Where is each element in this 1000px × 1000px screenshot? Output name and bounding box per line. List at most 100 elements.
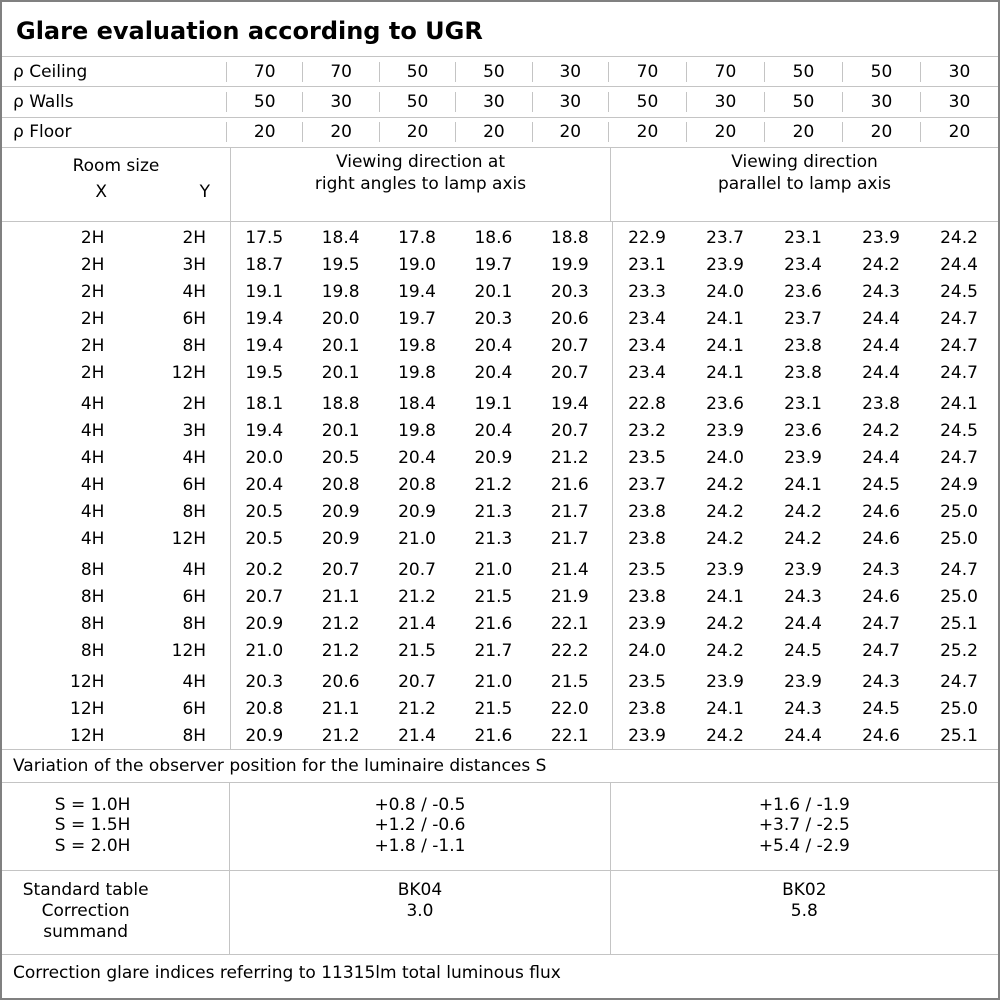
- room-y-value: 8H: [182, 336, 207, 357]
- room-y-value: 8H: [182, 502, 207, 523]
- variation-parallel-value: +1.6 / -1.9: [758, 794, 850, 815]
- ugr-value: 21.0: [474, 560, 513, 581]
- x-column-label: X: [95, 181, 107, 202]
- ugr-block-rows: 12H 4H 20.3 20.6 20.7 21.0 21.5 23.5 23.9 23.9 2…: [2, 669, 998, 749]
- ugr-row: 2H 3H 18.7 19.5 19.0 19.7 19.9 23.1 23.9 23.4 24…: [2, 252, 998, 279]
- reflectance-value: 50: [226, 91, 302, 112]
- ugr-value: 22.1: [550, 726, 589, 747]
- ugr-value: 20.1: [321, 336, 360, 357]
- ugr-value: 23.5: [628, 672, 666, 693]
- ugr-value: 24.7: [862, 614, 900, 635]
- standard-table-label: Standard table: [22, 879, 149, 900]
- reflectance-value: 30: [455, 91, 531, 112]
- ugr-value: 20.9: [321, 529, 360, 550]
- ugr-value: 19.9: [550, 255, 589, 276]
- room-size-label: Room size: [72, 155, 160, 176]
- room-y-value: 4H: [182, 672, 207, 693]
- ugr-value: 24.7: [940, 672, 978, 693]
- reflectance-value: 50: [842, 61, 920, 82]
- ugr-value: 19.4: [245, 421, 284, 442]
- ugr-value: 23.5: [628, 560, 666, 581]
- room-y-value: 8H: [182, 614, 207, 635]
- ugr-value: 19.8: [321, 282, 360, 303]
- ugr-value: 24.0: [628, 641, 666, 662]
- ugr-value: 17.5: [245, 228, 284, 249]
- room-y-value: 12H: [171, 363, 207, 384]
- room-x-value: 2H: [80, 255, 105, 276]
- ugr-row: 4H 8H 20.5 20.9 20.9 21.3 21.7 23.8 24.2 24.2 24…: [2, 499, 998, 526]
- ugr-value: 23.1: [784, 228, 822, 249]
- ugr-row: 2H 6H 19.4 20.0 19.7 20.3 20.6 23.4 24.1 23.7 24…: [2, 306, 998, 333]
- reflectance-value: 50: [378, 91, 455, 112]
- ugr-value: 23.9: [706, 560, 744, 581]
- ugr-row-values: 20.8 21.1 21.2 21.5 22.0 23.8 24.1 24.3 24.5 25.0: [226, 699, 998, 719]
- room-y-value: 3H: [182, 421, 207, 442]
- ugr-value: 20.4: [398, 448, 436, 469]
- ugr-value: 24.2: [862, 421, 900, 442]
- ugr-value: 20.5: [321, 448, 360, 469]
- ugr-value: 20.2: [245, 560, 284, 581]
- ugr-value: 24.0: [706, 282, 744, 303]
- ugr-value: 22.1: [550, 614, 589, 635]
- ugr-value: 22.2: [550, 641, 589, 662]
- room-y-value: 2H: [182, 228, 207, 249]
- ugr-row-values: 20.3 20.6 20.7 21.0 21.5 23.5 23.9 23.9 24.3 24.7: [226, 672, 998, 692]
- ugr-value: 19.1: [245, 282, 284, 303]
- ugr-value: 24.7: [940, 448, 978, 469]
- reflectance-value: 20: [764, 122, 842, 143]
- correction-summand-parallel: 5.8: [790, 900, 818, 921]
- header-right-angles-line2: right angles to lamp axis: [314, 173, 527, 194]
- ugr-value: 17.8: [398, 228, 436, 249]
- ugr-value: 24.2: [706, 726, 744, 747]
- y-column-label: Y: [199, 181, 210, 202]
- correction-summand-label: Correction summand: [41, 900, 130, 942]
- ugr-value: 20.1: [474, 282, 513, 303]
- ugr-value: 20.7: [245, 587, 284, 608]
- ugr-block: 2H 2H 17.5 18.4 17.8 18.6 18.8 22.9 23.7 23.1 23…: [2, 225, 998, 387]
- header-parallel-group: Viewing direction parallel to lamp axis: [610, 147, 998, 221]
- ugr-row: 8H 12H 21.0 21.2 21.5 21.7 22.2 24.0 24.2 24.5 2…: [2, 638, 998, 665]
- ugr-value: 24.4: [784, 726, 822, 747]
- ugr-value: 24.2: [940, 228, 978, 249]
- ugr-value: 23.6: [784, 421, 822, 442]
- variation-parallel-values: +1.6 / -1.9 +3.7 / -2.5 +5.4 / -2.9: [609, 782, 998, 870]
- ugr-value: 21.2: [321, 641, 360, 662]
- ugr-value: 24.1: [706, 336, 744, 357]
- ugr-value: 23.8: [628, 529, 666, 550]
- ugr-value: 19.8: [398, 363, 436, 384]
- ugr-value: 23.9: [862, 228, 900, 249]
- ugr-row: 8H 8H 20.9 21.2 21.4 21.6 22.1 23.9 24.2 24.4 24…: [2, 611, 998, 638]
- ugr-value: 21.4: [398, 726, 436, 747]
- ugr-value: 23.9: [706, 672, 744, 693]
- variation-s-labels: S = 1.0H S = 1.5H S = 2.0H: [2, 783, 229, 870]
- ugr-value: 24.6: [862, 587, 900, 608]
- ugr-value: 23.5: [628, 448, 666, 469]
- ugr-value: 24.7: [940, 336, 978, 357]
- ugr-value: 20.9: [398, 502, 436, 523]
- ugr-block-rows: 2H 2H 17.5 18.4 17.8 18.6 18.8 22.9 23.7 23.1 23…: [2, 225, 998, 387]
- ugr-value: 24.9: [940, 475, 978, 496]
- standard-table-parallel: BK02: [782, 879, 827, 900]
- ugr-value: 21.7: [550, 529, 589, 550]
- ugr-row: 12H 4H 20.3 20.6 20.7 21.0 21.5 23.5 23.9 23.9 2…: [2, 669, 998, 696]
- ugr-value: 20.8: [398, 475, 436, 496]
- ugr-value: 18.8: [550, 228, 589, 249]
- ugr-row-values: 20.5 20.9 20.9 21.3 21.7 23.8 24.2 24.2 24.6 25.0: [226, 502, 998, 522]
- ugr-block-rows: 8H 4H 20.2 20.7 20.7 21.0 21.4 23.5 23.9 23.9 24…: [2, 557, 998, 665]
- ugr-value: 24.6: [862, 502, 900, 523]
- ugr-value: 23.9: [706, 255, 744, 276]
- ugr-value: 20.0: [245, 448, 284, 469]
- ugr-row: 8H 4H 20.2 20.7 20.7 21.0 21.4 23.5 23.9 23.9 24…: [2, 557, 998, 584]
- reflectance-row: ρ Floor 20 20 20 20 20 20 20 20 20 20: [2, 118, 998, 148]
- ugr-row-values: 19.4 20.1 19.8 20.4 20.7 23.2 23.9 23.6 24.2 24.5: [226, 421, 998, 441]
- ugr-value: 20.4: [474, 336, 513, 357]
- ugr-value: 24.1: [706, 699, 744, 720]
- ugr-value: 20.4: [474, 421, 513, 442]
- ugr-value: 24.2: [862, 255, 900, 276]
- reflectance-value: 30: [920, 91, 998, 112]
- ugr-value: 21.2: [398, 699, 436, 720]
- ugr-value: 21.5: [398, 641, 436, 662]
- ugr-value: 20.3: [245, 672, 284, 693]
- reflectance-value: 50: [764, 61, 842, 82]
- ugr-value: 24.4: [940, 255, 978, 276]
